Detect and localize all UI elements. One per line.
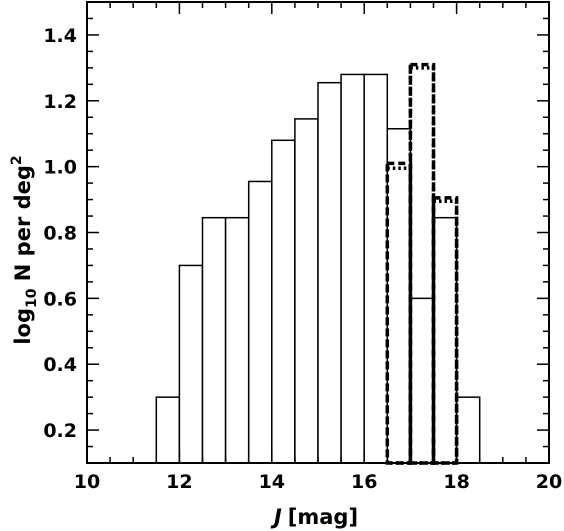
y-axis-label: log10 N per deg2 — [9, 155, 40, 344]
solid-bar — [455, 396, 481, 464]
y-tick-label: 0.8 — [43, 223, 77, 245]
y-tick-label: 1.4 — [43, 25, 77, 47]
x-tick-label: 18 — [443, 471, 469, 493]
y-axis-label-superscript: 2 — [9, 155, 25, 165]
solid-bar — [432, 216, 458, 464]
solid-bar — [340, 73, 365, 464]
solid-bar — [294, 118, 319, 464]
x-tick-label: 16 — [351, 471, 377, 493]
solid-bar — [201, 216, 227, 464]
solid-bar — [386, 128, 412, 464]
x-axis-label: J [mag] — [270, 505, 358, 529]
y-tick-label: 1.2 — [43, 91, 77, 113]
y-axis-label-subscript: 10 — [24, 288, 40, 308]
solid-bar — [317, 81, 342, 464]
y-tick-label: 0.6 — [43, 288, 77, 310]
y-tick-labels: 0.2 0.4 0.6 0.8 1.0 1.2 1.4 — [43, 25, 77, 442]
solid-bar — [178, 264, 204, 464]
y-axis-label-prefix: log — [11, 308, 35, 345]
dotted-bar — [431, 199, 459, 465]
x-tick-label: 14 — [259, 471, 285, 493]
dotted-bar — [385, 166, 413, 465]
solid-bar — [247, 180, 273, 464]
solid-bar — [271, 139, 296, 464]
y-axis-label-middle: N per deg — [11, 165, 35, 288]
x-tick-label: 20 — [536, 471, 562, 493]
x-tick-labels: 10 12 14 16 18 20 — [74, 471, 562, 493]
y-tick-label: 0.4 — [43, 354, 77, 376]
solid-bar — [363, 73, 389, 464]
x-axis-label-symbol: J — [270, 505, 282, 529]
axis-ticks — [86, 1, 550, 464]
solid-bar — [155, 396, 181, 464]
y-tick-label: 1.0 — [43, 157, 77, 179]
y-tick-label: 0.2 — [43, 420, 77, 442]
solid-histogram-series — [155, 73, 481, 464]
x-tick-label: 12 — [166, 471, 192, 493]
solid-bar — [224, 216, 250, 464]
plot-frame — [86, 1, 550, 464]
solid-bar — [409, 297, 435, 464]
x-axis-label-unit: [mag] — [288, 505, 358, 529]
x-tick-label: 10 — [74, 471, 100, 493]
